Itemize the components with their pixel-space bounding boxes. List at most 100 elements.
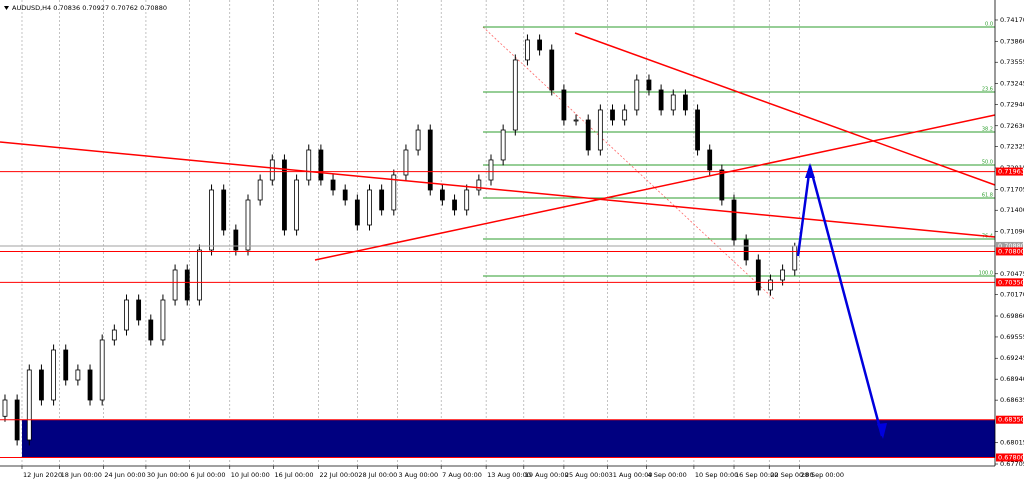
candle-body bbox=[136, 299, 142, 321]
arrow-head bbox=[877, 423, 887, 439]
candle-body bbox=[111, 329, 117, 341]
x-tick-label: 18 Jun 00:00 bbox=[61, 471, 102, 479]
candle-body bbox=[2, 399, 8, 417]
candle-body bbox=[500, 129, 506, 161]
fibonacci: 0.023.638.250.061.876.4100.0 bbox=[482, 21, 995, 301]
y-tick-label: 0.69555 bbox=[1000, 333, 1024, 341]
x-tick-label: 16 Sep 00:00 bbox=[735, 471, 778, 479]
candle-body bbox=[379, 189, 385, 211]
zone-group bbox=[22, 419, 995, 458]
fib-label: 23.6 bbox=[982, 86, 993, 92]
candles bbox=[2, 34, 798, 446]
candle-body bbox=[743, 239, 749, 261]
candle-body bbox=[731, 199, 737, 241]
candle-body bbox=[439, 189, 445, 201]
price-level-tag bbox=[996, 453, 1023, 462]
candle-body bbox=[172, 269, 178, 301]
fib-label: 61.8 bbox=[982, 193, 993, 199]
y-tick-label: 0.67705 bbox=[1000, 460, 1024, 468]
candle-body bbox=[269, 159, 275, 181]
menu-icon bbox=[4, 6, 9, 10]
x-tick-label: 16 Jul 00:00 bbox=[275, 471, 314, 479]
candle-body bbox=[719, 169, 725, 201]
price-level-label: 0.70350 bbox=[998, 278, 1024, 286]
candle-body bbox=[330, 179, 336, 191]
candle-body bbox=[367, 189, 372, 226]
x-tick-label: 28 Sep 00:00 bbox=[801, 471, 844, 479]
candle-body bbox=[233, 229, 239, 251]
x-tick-label: 22 Jul 00:00 bbox=[319, 471, 358, 479]
candle-body bbox=[658, 89, 664, 111]
candle-body bbox=[488, 159, 494, 181]
candle-body bbox=[196, 249, 202, 301]
x-tick-label: 3 Aug 00:00 bbox=[398, 471, 438, 479]
price-level-label: 0.71963 bbox=[998, 168, 1024, 176]
candle-body bbox=[670, 94, 676, 111]
price-level-label: 0.70880 bbox=[998, 242, 1024, 250]
x-tick-label: 4 Sep 00:00 bbox=[648, 471, 687, 479]
candle-body bbox=[512, 59, 518, 131]
candle-body bbox=[537, 39, 543, 51]
price-level-tag bbox=[996, 278, 1023, 287]
y-tick-label: 0.73245 bbox=[1000, 80, 1024, 88]
candle-body bbox=[780, 269, 786, 281]
candle-body bbox=[768, 279, 773, 291]
candle-body bbox=[51, 349, 56, 401]
price-level-tag bbox=[996, 415, 1023, 424]
trend-line bbox=[574, 32, 996, 186]
arrow-head bbox=[805, 163, 815, 178]
candle-body bbox=[634, 79, 640, 111]
x-tick-label: 24 Jun 00:00 bbox=[104, 471, 145, 479]
candle-body bbox=[561, 89, 567, 121]
price-level-tag bbox=[996, 167, 1023, 176]
candle-body bbox=[306, 149, 312, 181]
x-tick-label: 22 Sep 00:00 bbox=[770, 471, 813, 479]
candle-body bbox=[707, 149, 713, 171]
candle-body bbox=[282, 159, 287, 231]
x-tick-label: 10 Jul 00:00 bbox=[231, 471, 270, 479]
candle-body bbox=[184, 269, 190, 301]
candle-body bbox=[318, 149, 324, 181]
time-axis-bg bbox=[0, 466, 1024, 481]
candle-body bbox=[549, 49, 555, 91]
candle-body bbox=[294, 179, 299, 231]
demand-zone bbox=[22, 419, 995, 458]
fib-diagonal bbox=[482, 26, 776, 301]
x-tick-label: 10 Sep 00:00 bbox=[695, 471, 738, 479]
candle-body bbox=[755, 259, 761, 291]
projection-arrow bbox=[796, 163, 887, 439]
candle-body bbox=[610, 109, 615, 121]
trend-line bbox=[0, 141, 996, 238]
x-tick-label: 28 Jul 00:00 bbox=[358, 471, 397, 479]
candle-body bbox=[209, 189, 214, 251]
candle-body bbox=[597, 109, 603, 151]
candle-body bbox=[464, 189, 470, 211]
candle-body bbox=[160, 299, 166, 341]
candle-body bbox=[99, 339, 105, 401]
x-tick-label: 25 Aug 00:00 bbox=[565, 471, 609, 479]
trend-line bbox=[314, 114, 996, 261]
y-tick-label: 0.73555 bbox=[1000, 58, 1024, 66]
candle-body bbox=[391, 174, 397, 211]
y-tick-label: 0.69245 bbox=[1000, 354, 1024, 362]
price-level-label: 0.67800 bbox=[998, 453, 1024, 461]
chart-title: AUDUSD,H4 0.70836 0.70927 0.70762 0.7088… bbox=[12, 4, 167, 12]
candle-body bbox=[26, 369, 32, 441]
candle-body bbox=[75, 369, 81, 381]
x-tick-label: 7 Aug 00:00 bbox=[442, 471, 482, 479]
y-tick-label: 0.68635 bbox=[1000, 396, 1024, 404]
y-tick-label: 0.68015 bbox=[1000, 439, 1024, 447]
x-tick-label: 19 Aug 00:00 bbox=[525, 471, 569, 479]
